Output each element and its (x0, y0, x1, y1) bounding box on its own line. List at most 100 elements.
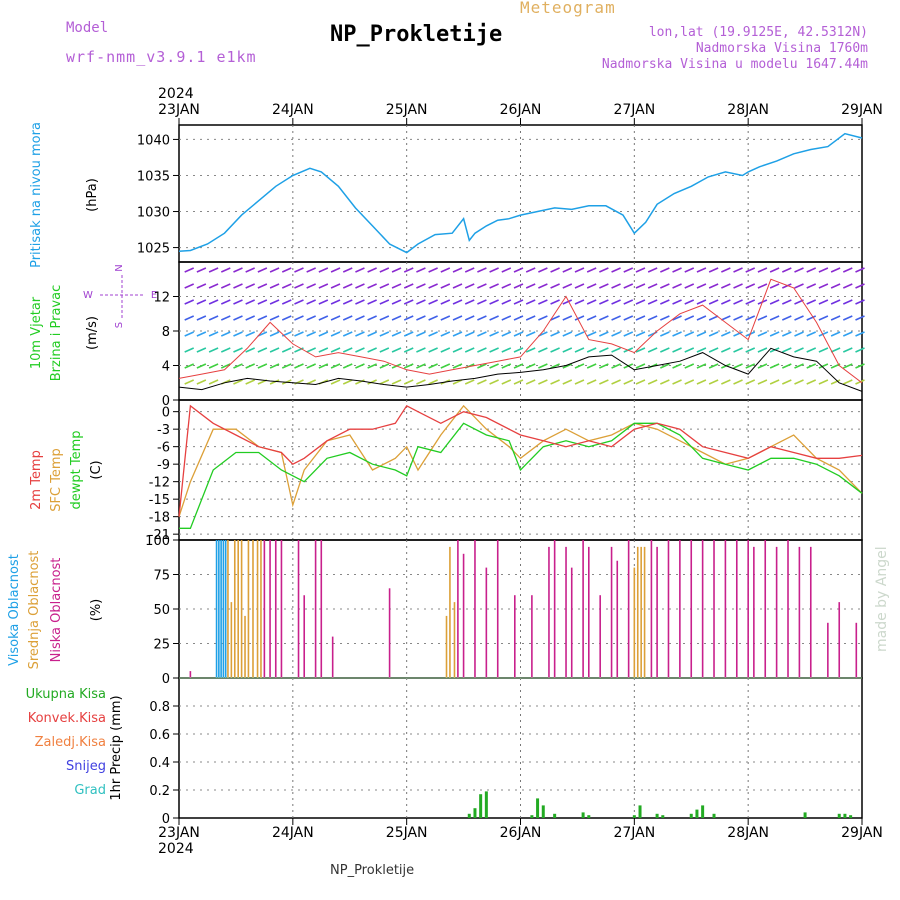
wind-barb (440, 347, 451, 353)
wind-barb (342, 283, 353, 289)
wind-barb (806, 347, 817, 353)
wind-barb (342, 331, 353, 337)
wind-barb (318, 331, 329, 337)
wind-barb (367, 315, 377, 321)
wind-barb (208, 267, 219, 273)
wind-barb (818, 363, 829, 369)
wind-barb (306, 267, 316, 273)
wind-barb (440, 315, 451, 321)
wind-barb (830, 379, 841, 385)
wind-barb (842, 267, 853, 273)
y-tick-label: 12 (153, 291, 170, 306)
precip-bar (581, 812, 585, 818)
wind-barb (196, 267, 207, 273)
wind-barb (538, 315, 548, 321)
wind-barb (708, 331, 719, 337)
wind-barb (721, 347, 731, 353)
precip-bar (849, 815, 853, 818)
wind-barb (635, 299, 646, 305)
wind-barb (696, 315, 707, 321)
wind-barb (416, 315, 426, 321)
wind-barb (611, 379, 621, 385)
wind-barb (757, 267, 768, 273)
wind-barb (842, 363, 853, 369)
wind-barb (574, 347, 585, 353)
y-tick-label: 1030 (137, 206, 170, 221)
wind-barb (708, 379, 719, 385)
wind-barb (660, 315, 670, 321)
wind-barb (464, 379, 475, 385)
wind-barb (403, 331, 414, 337)
x-tick-label-bottom: 24JAN (272, 825, 314, 841)
wind-barb (294, 363, 304, 369)
wind-barb (477, 315, 487, 321)
wind-barb (538, 267, 548, 273)
wind-barb (696, 331, 707, 337)
wind-barb (513, 315, 524, 321)
wind-barb (489, 283, 499, 289)
high-cloud-axis-title: Visoka Oblacnost (7, 554, 22, 666)
wind-barb (294, 331, 304, 337)
x-tick-label-top: 25JAN (386, 102, 428, 118)
precip-bar (484, 791, 488, 818)
low-cloud-axis-title: Niska Oblacnost (49, 558, 64, 663)
y-tick-label: 100 (145, 534, 170, 549)
wind-barb (501, 363, 512, 369)
x-tick-label-bottom: 29JAN (841, 825, 883, 841)
gust-line (178, 278, 863, 384)
wind-barb (525, 267, 536, 273)
wind-barb (269, 315, 280, 321)
wind-barb (781, 347, 792, 353)
wind-barb (464, 299, 475, 305)
wind-barb (672, 315, 682, 321)
wind-barb (452, 347, 463, 353)
wind-barb (281, 283, 292, 289)
wind-barb (330, 267, 341, 273)
wind-barb (391, 283, 402, 289)
y-tick-label: 50 (153, 603, 170, 618)
wind-barb (769, 379, 780, 385)
wind-barb (611, 331, 621, 337)
wind-barb (611, 283, 621, 289)
wind-barb (586, 299, 597, 305)
wind-barb (818, 331, 829, 337)
wind-barb (733, 267, 743, 273)
precip-bar (536, 798, 540, 818)
wind-barb (684, 267, 695, 273)
wind-axis-subtitle: Brzina i Pravac (49, 285, 64, 382)
y-tick-label: -6 (157, 441, 170, 456)
wind-barb (489, 347, 499, 353)
wind-barb (452, 363, 463, 369)
wind-barb (342, 315, 353, 321)
wind-barb (501, 315, 512, 321)
wind-barb (525, 283, 536, 289)
wind-barb (489, 267, 499, 273)
wind-barb (611, 299, 621, 305)
wind-barb (367, 267, 377, 273)
wind-barb (196, 299, 207, 305)
y-tick-label: 4 (162, 360, 170, 375)
wind-barb (306, 283, 316, 289)
precip-bar (701, 805, 705, 818)
precip-bar (655, 813, 659, 818)
wind-barb (721, 299, 731, 305)
wind-barb (233, 315, 243, 321)
wind-barb (635, 315, 646, 321)
wind-barb (367, 331, 377, 337)
wind-barb (269, 379, 280, 385)
wind-barb (281, 347, 292, 353)
wind-barb (306, 299, 316, 305)
wind-barb (367, 299, 377, 305)
wind-barb (403, 379, 414, 385)
wind-barb (806, 267, 817, 273)
y-tick-label: 75 (153, 569, 170, 584)
wind-barb (440, 299, 451, 305)
wind-barb (623, 379, 634, 385)
wind-barb (660, 267, 670, 273)
precip-bar (803, 812, 807, 818)
wind-barb (220, 299, 231, 305)
precip-legend-1: Konvek.Kisa (28, 711, 106, 726)
wind-barb (184, 267, 195, 273)
wind-barb (416, 331, 426, 337)
wind-barb (501, 331, 512, 337)
